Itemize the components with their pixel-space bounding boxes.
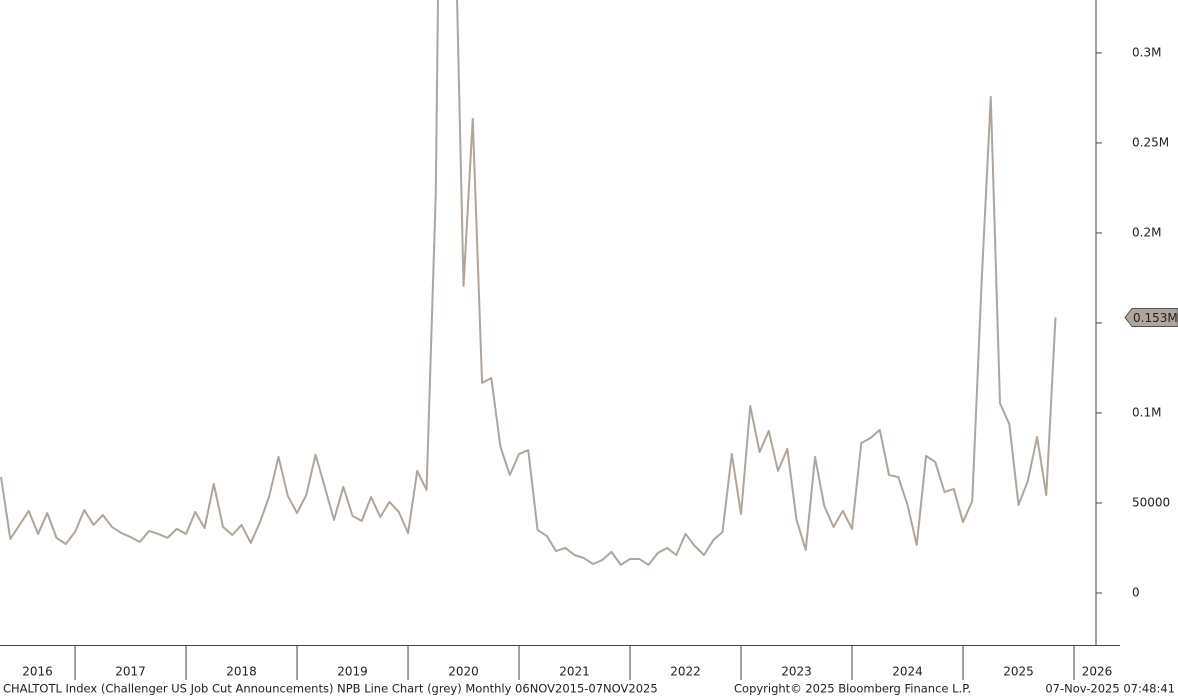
source-note: CHALTOTL Index (Challenger US Job Cut An… [3,682,658,696]
copyright: Copyright© 2025 Bloomberg Finance L.P. [734,682,971,696]
y-tick-label: 0.3M [1132,45,1161,59]
y-tick-label: 0.1M [1132,405,1161,419]
x-tick-label: 2016 [22,665,53,679]
last-value-label: 0.153M [1133,311,1178,325]
plot-area [0,0,1057,566]
x-tick-label: 2022 [670,665,701,679]
y-tick-label: 0.25M [1132,135,1169,149]
y-tick-label: 0 [1132,585,1140,599]
x-tick-label: 2024 [892,665,923,679]
x-tick-label: 2020 [448,665,479,679]
x-tick-label: 2017 [115,665,146,679]
x-tick-label: 2023 [781,665,812,679]
x-tick-label: 2021 [559,665,590,679]
x-tick-label: 2019 [337,665,368,679]
x-tick-label: 2018 [226,665,257,679]
y-tick-label: 0.2M [1132,225,1161,239]
data-line [0,0,1057,566]
timestamp: 07-Nov-2025 07:48:41 [1045,682,1175,696]
y-tick-label: 50000 [1132,495,1170,509]
x-tick-label: 2026 [1082,665,1113,679]
x-tick-label: 2025 [1003,665,1034,679]
last-value-badge [1124,308,1178,328]
